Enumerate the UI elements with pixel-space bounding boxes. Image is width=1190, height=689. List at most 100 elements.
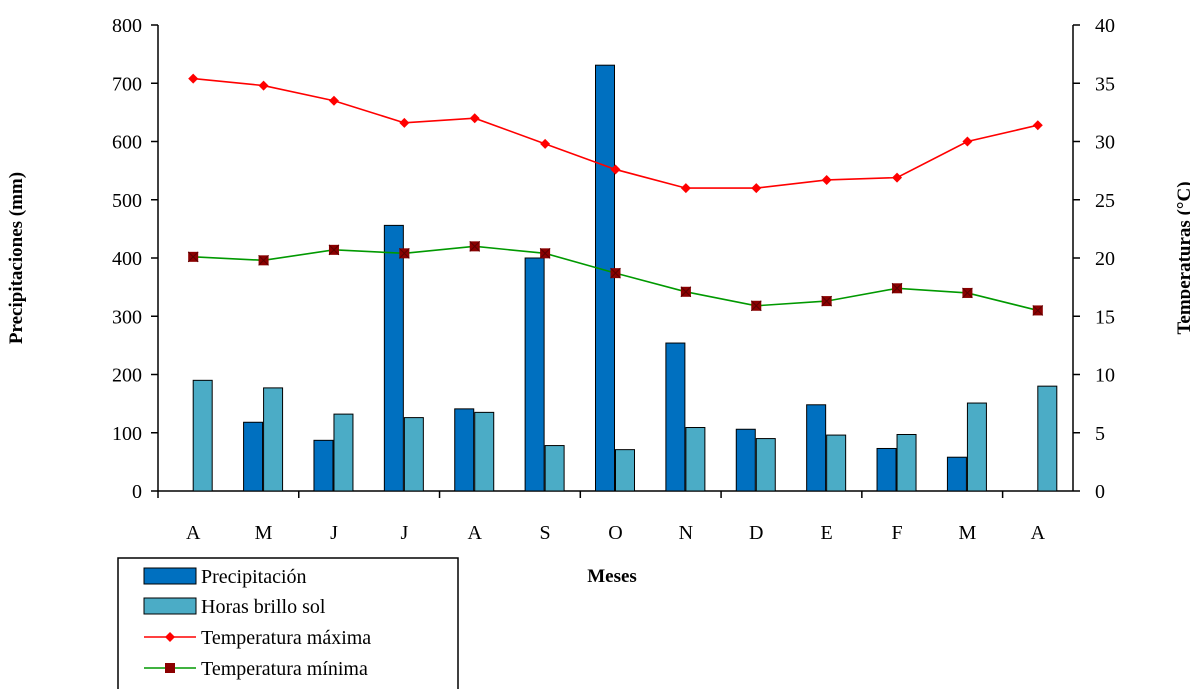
legend-label: Precipitación bbox=[201, 566, 307, 588]
precipitation-bar bbox=[806, 404, 827, 492]
legend-marker bbox=[165, 663, 175, 673]
sun-hours-bar bbox=[403, 417, 424, 492]
temp-min-point-cross bbox=[328, 244, 340, 256]
right-tick-label: 0 bbox=[1095, 481, 1105, 503]
temp-min-point-cross bbox=[258, 254, 269, 266]
temp-max-point bbox=[610, 164, 621, 175]
precipitation-bar bbox=[243, 421, 264, 492]
left-tick-label: 600 bbox=[112, 132, 142, 154]
left-tick-label: 300 bbox=[112, 306, 142, 328]
precipitation-bar bbox=[735, 428, 756, 492]
legend-marker bbox=[165, 632, 175, 642]
temp-min-line bbox=[193, 245, 1039, 312]
bars bbox=[192, 64, 1058, 492]
legend-label: Horas brillo sol bbox=[201, 596, 326, 618]
right-tick-label: 5 bbox=[1095, 423, 1105, 445]
sun-hours-bar bbox=[826, 434, 847, 492]
temp-max-point bbox=[962, 136, 973, 147]
temp-max-point bbox=[540, 138, 551, 149]
temp-max-point bbox=[680, 183, 691, 194]
sun-hours-bar bbox=[544, 445, 565, 492]
sun-hours-bar bbox=[474, 411, 495, 492]
x-axis-title: Meses bbox=[587, 566, 637, 587]
x-tick-label: J bbox=[330, 522, 338, 544]
temp-max-point bbox=[188, 73, 199, 84]
sun-hours-bar bbox=[755, 438, 776, 492]
left-y-ticks: 0 100 200 300 400 500 600 700 800 bbox=[112, 15, 158, 503]
temp-min-point-cross bbox=[821, 295, 833, 307]
temp-max-point bbox=[1032, 120, 1043, 131]
axes bbox=[157, 25, 1074, 492]
legend-swatch bbox=[143, 567, 197, 585]
right-tick-label: 35 bbox=[1095, 73, 1115, 95]
legend-swatch bbox=[143, 597, 197, 615]
right-tick-label: 10 bbox=[1095, 365, 1115, 387]
temp-min-point-cross bbox=[962, 287, 973, 299]
x-tick-label: A bbox=[468, 522, 483, 544]
sun-hours-bar bbox=[333, 413, 354, 492]
left-tick-label: 200 bbox=[112, 365, 142, 387]
sun-hours-bar bbox=[192, 379, 213, 492]
legend-label: Temperatura mínima bbox=[201, 658, 368, 680]
left-y-axis-title: Precipitaciones (mm) bbox=[6, 172, 27, 344]
precipitation-bar bbox=[946, 456, 967, 492]
sun-hours-bar bbox=[263, 387, 284, 492]
sun-hours-bar bbox=[615, 449, 635, 492]
left-tick-label: 400 bbox=[112, 248, 142, 270]
temp-min-point-cross bbox=[187, 251, 199, 263]
right-y-ticks: 0 5 10 15 20 25 30 35 40 bbox=[1073, 15, 1115, 503]
right-y-axis-title: Temperaturas (°C) bbox=[1174, 181, 1190, 334]
x-tick-label: M bbox=[255, 522, 273, 544]
x-tick-label: S bbox=[540, 522, 551, 544]
x-tick-label: E bbox=[821, 522, 833, 544]
temp-max-point bbox=[751, 183, 762, 194]
left-tick-label: 800 bbox=[112, 15, 142, 37]
temp-max-point bbox=[328, 95, 339, 106]
precipitation-bar bbox=[383, 224, 404, 492]
temp-max-point bbox=[469, 113, 480, 124]
temp-max-point bbox=[399, 117, 410, 128]
left-tick-label: 0 bbox=[132, 481, 142, 503]
right-tick-label: 40 bbox=[1095, 15, 1115, 37]
temp-min-point-cross bbox=[469, 240, 481, 252]
series-lines bbox=[187, 73, 1044, 316]
x-tick-label: D bbox=[749, 522, 763, 544]
precipitation-bar bbox=[454, 408, 475, 492]
legend: Precipitación Horas brillo sol Temperatura… bbox=[117, 557, 459, 689]
temp-min-point-cross bbox=[539, 247, 551, 259]
x-tick-label: F bbox=[891, 522, 902, 544]
sun-hours-bar bbox=[1037, 385, 1058, 492]
left-tick-label: 700 bbox=[112, 73, 142, 95]
temp-max-point bbox=[892, 172, 903, 183]
x-tick-label: M bbox=[959, 522, 977, 544]
right-tick-label: 25 bbox=[1095, 190, 1115, 212]
x-tick-label: N bbox=[679, 522, 693, 544]
sun-hours-bar bbox=[685, 427, 706, 492]
temp-max-point bbox=[258, 80, 269, 91]
left-tick-label: 500 bbox=[112, 190, 142, 212]
temp-min-point-cross bbox=[750, 300, 762, 312]
x-tick-label: O bbox=[608, 522, 622, 544]
temp-min-point-cross bbox=[398, 247, 410, 259]
sun-hours-bar bbox=[966, 402, 987, 492]
precipitation-bar bbox=[524, 257, 545, 492]
temp-min-point-cross bbox=[680, 286, 692, 298]
temp-min-point-cross bbox=[610, 267, 621, 279]
x-tick-label: A bbox=[1031, 522, 1046, 544]
x-tick-label: A bbox=[186, 522, 201, 544]
temp-min-point-cross bbox=[1032, 305, 1044, 316]
right-tick-label: 20 bbox=[1095, 248, 1115, 270]
precipitation-bar bbox=[876, 447, 897, 492]
temp-max-point bbox=[821, 174, 832, 185]
right-tick-label: 30 bbox=[1095, 132, 1115, 154]
left-tick-label: 100 bbox=[112, 423, 142, 445]
right-tick-label: 15 bbox=[1095, 306, 1115, 328]
legend-label: Temperatura máxima bbox=[201, 627, 371, 649]
precipitation-bar bbox=[665, 342, 686, 492]
x-tick-label: J bbox=[400, 522, 408, 544]
sun-hours-bar bbox=[896, 433, 917, 492]
temp-min-point-cross bbox=[891, 282, 903, 294]
precipitation-bar bbox=[313, 439, 334, 492]
